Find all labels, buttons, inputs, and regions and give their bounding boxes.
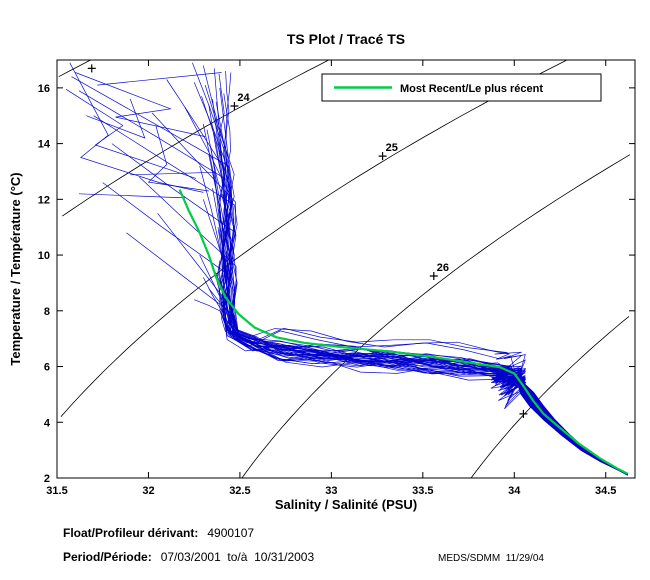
svg-text:14: 14 — [38, 139, 51, 151]
legend: Most Recent/Le plus récent — [321, 73, 602, 102]
svg-text:4: 4 — [44, 417, 51, 429]
legend-label: Most Recent/Le plus récent — [400, 83, 543, 95]
period-value: 07/03/2001 to/à 10/31/2003 — [160, 550, 315, 564]
svg-text:33: 33 — [325, 485, 337, 497]
y-axis-label: Temperature / Température (°C) — [8, 172, 23, 365]
float-id-label: Float/Profileur dérivant: — [63, 526, 199, 540]
svg-text:8: 8 — [44, 306, 50, 318]
svg-text:16: 16 — [38, 83, 50, 95]
isopycnal-labels: 24 25 26 — [87, 64, 528, 418]
svg-text:10: 10 — [38, 250, 50, 262]
svg-text:24: 24 — [237, 92, 250, 104]
period-label: Period/Période: — [63, 550, 152, 564]
isopycnal-contours — [58, 59, 631, 479]
svg-text:34.5: 34.5 — [595, 485, 616, 497]
svg-text:32: 32 — [142, 485, 154, 497]
svg-text:6: 6 — [44, 362, 50, 374]
svg-text:34: 34 — [508, 485, 521, 497]
svg-text:12: 12 — [38, 194, 50, 206]
float-id-line: Float/Profileur dérivant: 4900107 — [63, 526, 254, 540]
svg-text:26: 26 — [437, 262, 449, 274]
float-id-value: 4900107 — [207, 526, 255, 540]
svg-text:2: 2 — [44, 473, 50, 485]
svg-text:32.5: 32.5 — [229, 485, 250, 497]
credit-text: MEDS/SDMM 11/29/04 — [438, 553, 544, 564]
most-recent-profile-line — [178, 189, 629, 475]
x-axis-label: Salinity / Salinité (PSU) — [275, 497, 417, 512]
svg-text:25: 25 — [386, 142, 398, 154]
svg-text:33.5: 33.5 — [412, 485, 433, 497]
period-line: Period/Période: 07/03/2001 to/à 10/31/20… — [63, 550, 314, 564]
chart-title: TS Plot / Tracé TS — [287, 31, 405, 47]
svg-text:31.5: 31.5 — [46, 485, 67, 497]
